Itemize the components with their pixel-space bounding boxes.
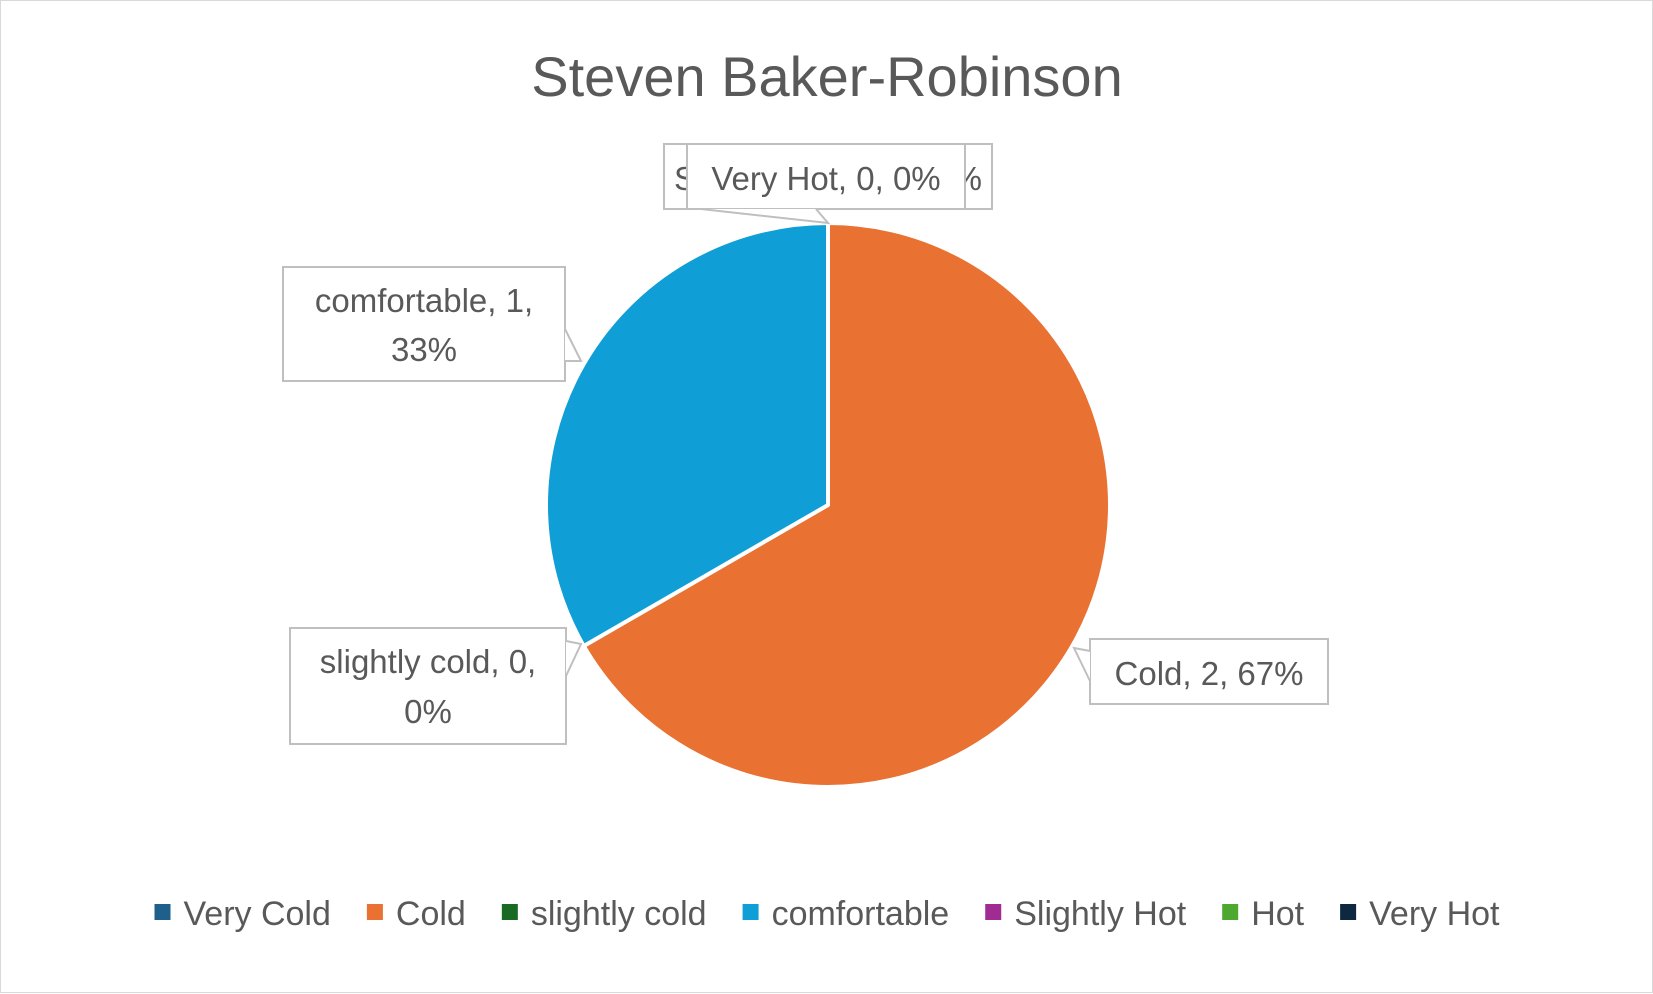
legend-marker — [1340, 904, 1357, 920]
callout-pointer — [564, 328, 583, 362]
data-label-slightly-cold: slightly cold, 0, 0% — [289, 627, 583, 745]
legend-marker — [154, 904, 171, 920]
data-label-text: 0% — [404, 693, 452, 730]
data-label-text: comfortable, 1, — [315, 282, 533, 319]
legend-label: Very Cold — [183, 895, 330, 933]
data-label-text: slightly cold, 0, — [320, 643, 536, 680]
callout-box — [1089, 638, 1329, 705]
callout-box — [686, 143, 966, 210]
data-label-text: 33% — [391, 331, 457, 368]
data-label-comfortable: comfortable, 1, 33% — [282, 266, 583, 382]
legend-label: slightly cold — [531, 895, 707, 933]
legend-item-very-hot: Very Hot — [1340, 895, 1500, 933]
legend-marker — [366, 904, 383, 920]
legend-marker — [985, 904, 1002, 920]
legend-label: Cold — [396, 895, 466, 933]
pie-slices — [544, 221, 1112, 789]
data-label-cold: Cold, 2, 67% — [1072, 638, 1329, 705]
legend-marker — [501, 904, 518, 920]
data-label-text: Cold, 2, 67% — [1115, 655, 1304, 692]
callout-pointer — [565, 640, 583, 677]
data-label-very-hot: Very Hot, 0, 0% — [686, 143, 966, 225]
legend-item-slightly-cold: slightly cold — [501, 895, 707, 933]
legend: Very Cold Cold slightly cold comfortable Sli… — [154, 895, 1500, 933]
callout-pointer — [1072, 646, 1091, 682]
callout-box — [282, 266, 566, 382]
chart-title: Steven Baker-Robinson — [531, 45, 1122, 108]
legend-label: Hot — [1251, 895, 1304, 933]
legend-label: Very Hot — [1369, 895, 1500, 933]
callout-pointer — [700, 208, 831, 225]
callout-box — [289, 627, 567, 745]
legend-label: Slightly Hot — [1014, 895, 1187, 933]
data-label-callouts: S %Very Hot, 0, 0%comfortable, 1,33%sligh… — [282, 143, 1329, 745]
legend-label: comfortable — [772, 895, 950, 933]
legend-item-hot: Hot — [1222, 895, 1305, 933]
pie-slice-comfortable — [544, 221, 830, 648]
legend-item-cold: Cold — [366, 895, 466, 933]
legend-item-comfortable: comfortable — [742, 895, 950, 933]
legend-item-slightly-hot: Slightly Hot — [985, 895, 1187, 933]
pie-slice-cold — [581, 221, 1112, 789]
data-label-text: Very Hot, 0, 0% — [711, 160, 940, 197]
legend-item-very-cold: Very Cold — [154, 895, 331, 933]
legend-marker — [1222, 904, 1239, 920]
legend-marker — [742, 904, 759, 920]
